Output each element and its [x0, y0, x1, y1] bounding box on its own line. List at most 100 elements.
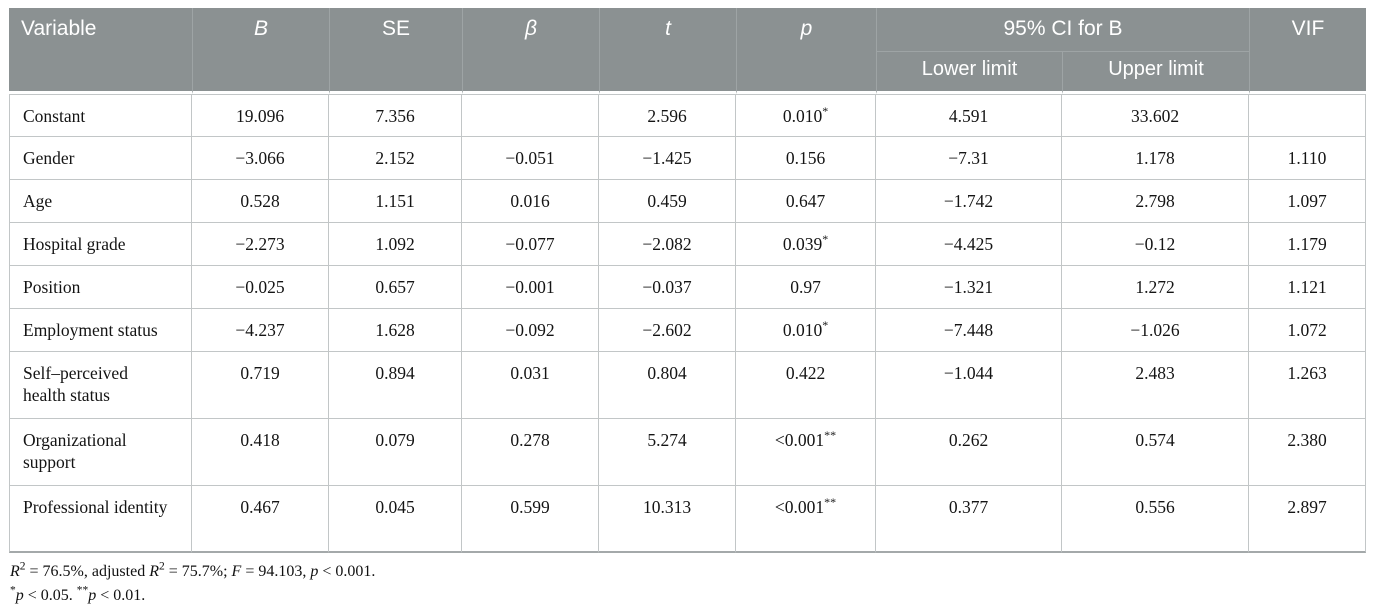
table-row: Position −0.025 0.657 −0.001 −0.037 0.97… — [9, 266, 1366, 309]
cell-t: −2.602 — [599, 309, 736, 352]
footnote-text: = 94.103, — [241, 563, 311, 580]
cell-p: <0.001** — [736, 486, 876, 553]
cell-beta: −0.077 — [462, 223, 599, 266]
cell-variable: Constant — [9, 94, 192, 137]
cell-vif: 2.897 — [1249, 486, 1366, 553]
cell-vif: 1.072 — [1249, 309, 1366, 352]
cell-beta: 0.016 — [462, 180, 599, 223]
superscript-2: 2 — [158, 560, 165, 573]
cell-t: −1.425 — [599, 137, 736, 180]
cell-p: 0.010* — [736, 94, 876, 137]
p-value: 0.647 — [785, 191, 826, 211]
cell-se: 0.045 — [329, 486, 462, 553]
cell-variable: Hospital grade — [9, 223, 192, 266]
p-value: 0.010 — [782, 106, 823, 126]
header-p: p — [736, 8, 876, 94]
header-ci-group: 95% CI for B — [876, 8, 1249, 52]
cell-b: −3.066 — [192, 137, 329, 180]
cell-upper: 0.574 — [1062, 419, 1249, 486]
cell-vif — [1249, 94, 1366, 137]
cell-variable: Professional identity — [9, 486, 192, 553]
cell-variable: Self–perceived health status — [9, 352, 192, 419]
p-symbol: p — [15, 587, 24, 604]
significance-star: ** — [824, 495, 837, 510]
cell-b: −4.237 — [192, 309, 329, 352]
p-value: 0.039 — [782, 234, 823, 254]
cell-variable: Gender — [9, 137, 192, 180]
cell-t: 5.274 — [599, 419, 736, 486]
table-row: Self–perceived health status 0.719 0.894… — [9, 352, 1366, 419]
cell-t: 2.596 — [599, 94, 736, 137]
cell-se: 0.079 — [329, 419, 462, 486]
header-vif: VIF — [1249, 8, 1366, 94]
cell-p: 0.010* — [736, 309, 876, 352]
cell-variable: Employment status — [9, 309, 192, 352]
table-row: Age 0.528 1.151 0.016 0.459 0.647 −1.742… — [9, 180, 1366, 223]
table-row: Hospital grade −2.273 1.092 −0.077 −2.08… — [9, 223, 1366, 266]
cell-lower: 0.377 — [876, 486, 1062, 553]
cell-vif: 1.110 — [1249, 137, 1366, 180]
cell-lower: −1.044 — [876, 352, 1062, 419]
r-symbol: R — [10, 563, 20, 580]
significance-star: * — [822, 318, 829, 333]
table-row: Organizational support 0.418 0.079 0.278… — [9, 419, 1366, 486]
cell-se: 1.151 — [329, 180, 462, 223]
superscript-2: 2 — [19, 560, 26, 573]
cell-p: 0.422 — [736, 352, 876, 419]
p-value: <0.001 — [774, 430, 825, 450]
header-b: B — [192, 8, 329, 94]
cell-upper: 1.178 — [1062, 137, 1249, 180]
regression-table: Variable B SE β t p 95% CI for B VIF Low… — [9, 8, 1366, 553]
cell-beta: 0.599 — [462, 486, 599, 553]
cell-t: 0.459 — [599, 180, 736, 223]
cell-b: 0.719 — [192, 352, 329, 419]
cell-lower: −7.448 — [876, 309, 1062, 352]
cell-beta: −0.092 — [462, 309, 599, 352]
cell-upper: 2.483 — [1062, 352, 1249, 419]
r-symbol: R — [149, 563, 159, 580]
cell-b: 0.467 — [192, 486, 329, 553]
header-t-label: t — [665, 17, 671, 40]
cell-lower: −4.425 — [876, 223, 1062, 266]
table-row: Constant 19.096 7.356 2.596 0.010* 4.591… — [9, 94, 1366, 137]
cell-p: 0.97 — [736, 266, 876, 309]
p-value: 0.010 — [782, 320, 823, 340]
table-body: Constant 19.096 7.356 2.596 0.010* 4.591… — [9, 94, 1366, 553]
footnote-text: < 0.05. — [23, 587, 77, 604]
table-row: Employment status −4.237 1.628 −0.092 −2… — [9, 309, 1366, 352]
cell-t: −0.037 — [599, 266, 736, 309]
significance-star: ** — [824, 428, 837, 443]
header-beta: β — [462, 8, 599, 94]
cell-lower: −7.31 — [876, 137, 1062, 180]
cell-b: 0.528 — [192, 180, 329, 223]
cell-b: 19.096 — [192, 94, 329, 137]
significance-star: * — [822, 104, 829, 119]
cell-se: 0.894 — [329, 352, 462, 419]
p-value: 0.97 — [790, 277, 821, 297]
table-header: Variable B SE β t p 95% CI for B VIF Low… — [9, 8, 1366, 94]
cell-b: 0.418 — [192, 419, 329, 486]
cell-vif: 1.121 — [1249, 266, 1366, 309]
cell-upper: −1.026 — [1062, 309, 1249, 352]
cell-variable: Position — [9, 266, 192, 309]
cell-upper: 2.798 — [1062, 180, 1249, 223]
cell-variable: Age — [9, 180, 192, 223]
header-variable: Variable — [9, 8, 192, 94]
cell-t: −2.082 — [599, 223, 736, 266]
p-symbol: p — [88, 587, 97, 604]
cell-beta — [462, 94, 599, 137]
p-value: 0.422 — [785, 363, 826, 383]
header-lower-limit: Lower limit — [876, 52, 1062, 94]
cell-upper: 33.602 — [1062, 94, 1249, 137]
cell-p: <0.001** — [736, 419, 876, 486]
header-se: SE — [329, 8, 462, 94]
cell-lower: −1.742 — [876, 180, 1062, 223]
footnote-text: = 76.5%, adjusted — [25, 563, 150, 580]
cell-upper: −0.12 — [1062, 223, 1249, 266]
cell-se: 7.356 — [329, 94, 462, 137]
cell-beta: 0.278 — [462, 419, 599, 486]
cell-beta: −0.051 — [462, 137, 599, 180]
cell-beta: 0.031 — [462, 352, 599, 419]
header-beta-label: β — [525, 17, 537, 40]
